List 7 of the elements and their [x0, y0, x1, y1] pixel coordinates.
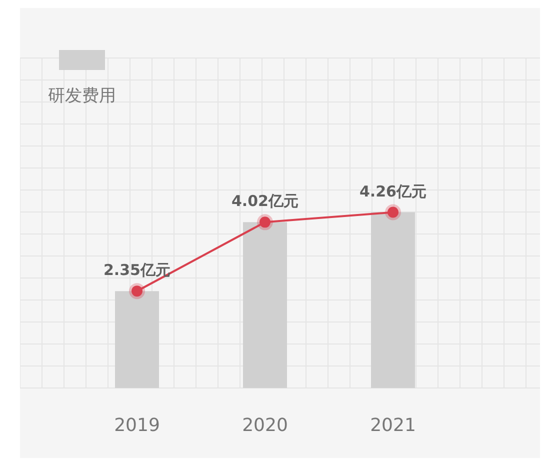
data-label: 2.35亿元	[103, 261, 171, 280]
x-tick-label: 2021	[370, 414, 416, 436]
data-label: 4.26亿元	[359, 182, 427, 200]
x-tick-label: 2019	[114, 414, 160, 436]
x-tick-label: 2020	[242, 414, 288, 436]
legend-label: 研发费用	[48, 85, 116, 107]
data-label: 4.02亿元	[231, 192, 299, 210]
